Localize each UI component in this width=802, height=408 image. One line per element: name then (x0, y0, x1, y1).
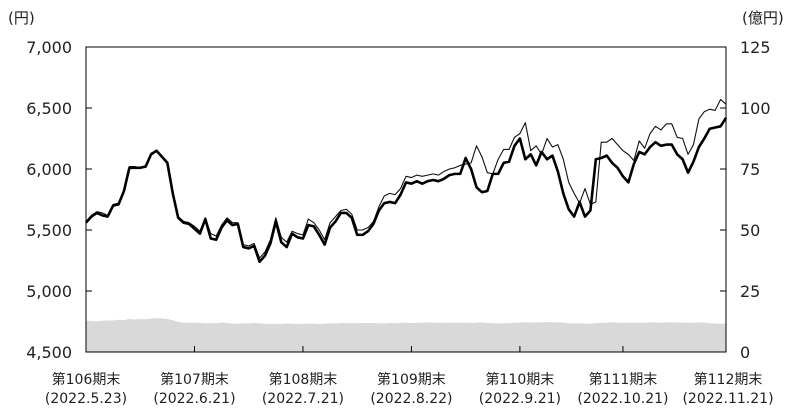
x-label-period: 第111期末 (589, 371, 658, 388)
right-tick-label: 75 (740, 160, 760, 179)
x-label-period: 第112期末 (694, 371, 763, 388)
x-label-period: 第109期末 (377, 371, 446, 388)
x-label-date: (2022.11.21) (682, 391, 773, 407)
x-tick-marks (193, 346, 624, 352)
left-tick-label: 6,000 (26, 160, 72, 179)
right-tick-label: 0 (740, 343, 750, 362)
x-label-date: (2022.9.21) (479, 391, 561, 407)
x-label-date: (2022.8.22) (370, 391, 452, 407)
x-label-period: 第110期末 (486, 371, 555, 388)
x-label-date: (2022.6.21) (153, 391, 235, 407)
series-thick-line (85, 117, 728, 264)
right-axis-ticks: 0 25 50 75 100 125 (720, 38, 771, 362)
right-tick-label: 125 (740, 38, 771, 57)
left-tick-label: 6,500 (26, 99, 72, 118)
x-label-date: (2022.5.23) (45, 391, 127, 407)
x-label-period: 第108期末 (269, 371, 338, 388)
left-axis-ticks: 4,500 5,000 5,500 6,000 6,500 7,000 (26, 38, 92, 362)
x-axis-labels: 第106期末 (2022.5.23) 第107期末 (2022.6.21) 第108期末… (45, 371, 774, 407)
left-tick-label: 7,000 (26, 38, 72, 57)
right-axis-unit: (億円) (742, 9, 784, 27)
left-tick-label: 4,500 (26, 343, 72, 362)
right-tick-label: 100 (740, 99, 771, 118)
line-layer (85, 98, 728, 264)
x-label-period: 第106期末 (52, 371, 121, 388)
right-tick-label: 50 (740, 221, 760, 240)
series-thin-line (85, 98, 727, 259)
series-area-fund-size (86, 318, 726, 352)
left-axis-unit: (円) (8, 9, 35, 27)
left-tick-label: 5,500 (26, 221, 72, 240)
left-tick-label: 5,000 (26, 282, 72, 301)
x-label-date: (2022.10.21) (577, 391, 668, 407)
right-tick-label: 25 (740, 282, 760, 301)
x-label-date: (2022.7.21) (262, 391, 344, 407)
area-layer (86, 318, 726, 352)
x-label-period: 第107期末 (160, 371, 229, 388)
plot-frame (85, 46, 727, 353)
